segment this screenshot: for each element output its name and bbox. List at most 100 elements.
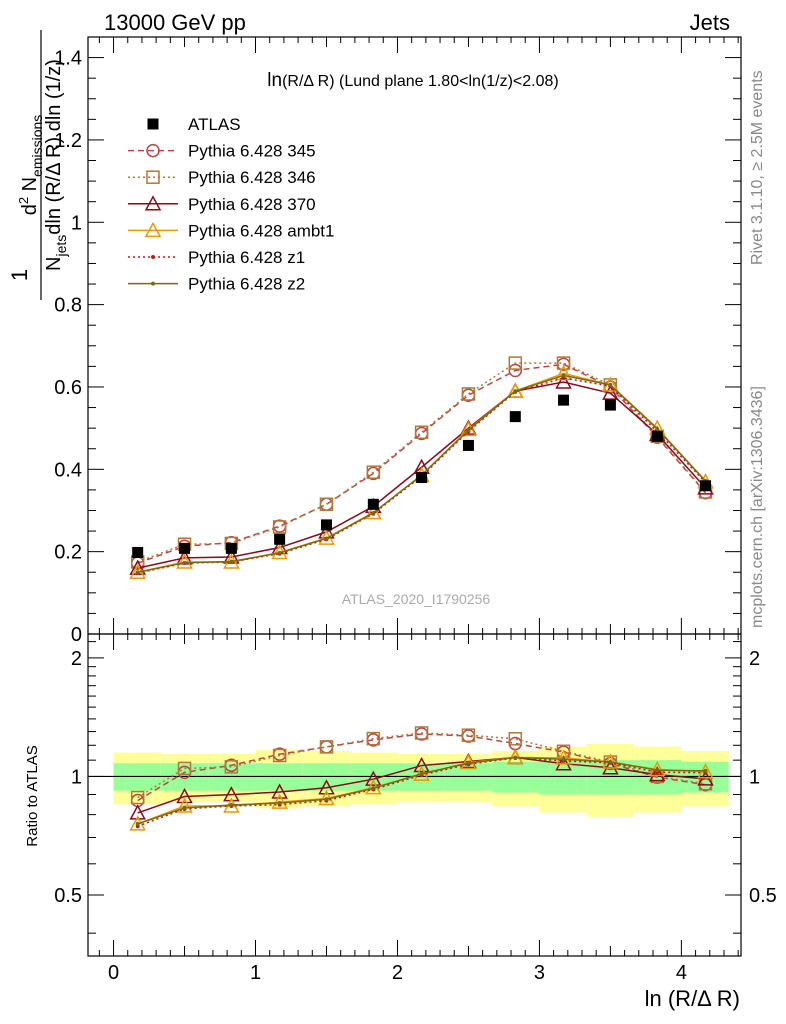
ratio-2-point [271, 783, 288, 799]
ratio-3-point [271, 793, 288, 809]
series-2-point [555, 373, 572, 389]
title-main: ln [267, 70, 282, 91]
ratio-5-point [561, 757, 566, 762]
y-tick-label: 1.2 [54, 130, 82, 152]
ratio-tick-label-right: 2 [749, 648, 760, 670]
ratio-5-point [703, 768, 708, 773]
x-tick-label: 3 [534, 962, 545, 984]
green-band-bin [539, 760, 587, 795]
main-data-points [132, 394, 712, 558]
atlas-point [179, 542, 191, 554]
atlas-point [462, 439, 474, 451]
ratio-5-point [371, 786, 376, 791]
legend-label: Pythia 6.428 z2 [188, 275, 305, 294]
y-tick-label: 1.4 [54, 48, 82, 70]
ratio-5-point [229, 803, 234, 808]
ratio-1-point [272, 748, 287, 763]
ratio-frame [87, 633, 742, 957]
atlas-point [651, 430, 663, 442]
analysis-watermark: ATLAS_2020_I1790256 [342, 591, 491, 607]
green-band-bin [492, 761, 540, 793]
series-3-point [365, 503, 382, 520]
atlas-point [558, 394, 570, 406]
ratio-5-point [466, 761, 471, 766]
x-tick-label: 4 [676, 962, 687, 984]
ratio-5-point [513, 755, 518, 760]
series-2-point [602, 384, 619, 400]
ylabel-denominator: Njetsdln (R/Δ R) dln (1/z) [43, 59, 69, 271]
y-tick-label: 1 [71, 212, 82, 234]
series-5-point [466, 428, 471, 433]
atlas-point [700, 480, 712, 492]
series-0-point [272, 519, 287, 533]
atlas-point [604, 399, 616, 411]
ratio-1-point [414, 726, 429, 740]
ratio-1-point [177, 761, 192, 776]
series-0-point [508, 363, 523, 378]
legend-label: Pythia 6.428 346 [188, 168, 316, 187]
legend-marker [146, 143, 160, 158]
plot-title: ln(R/Δ R) (Lund plane 1.80<ln(1/z)<2.08) [267, 70, 558, 91]
ratio-2-point [318, 779, 335, 795]
ylabel-den-rest: dln (R/Δ R) dln (1/z) [43, 59, 65, 235]
y-tick-label: 0.6 [54, 377, 82, 399]
legend: ATLAS Pythia 6.428 345 Pythia 6.428 346 Pyt… [128, 115, 334, 294]
ratio-3-point [460, 753, 477, 770]
ratio-1-point [508, 732, 523, 746]
ratio-tick-label-right: 0.5 [749, 885, 777, 907]
series-5-point [513, 389, 518, 394]
legend-entry-1: Pythia 6.428 346 [128, 168, 316, 187]
atlas-point [509, 411, 521, 423]
ratio-1-point [366, 731, 381, 746]
legend-atlas-marker [147, 118, 159, 130]
ratio-5-point [324, 797, 329, 802]
main-ylabel: 1 d2 Nemissions Njetsdln (R/Δ R) dln (1/… [7, 30, 69, 300]
ratio-5-point [655, 768, 660, 773]
ratio-1-point [224, 760, 239, 774]
atlas-point [320, 519, 332, 531]
ratio-5-point [135, 821, 140, 826]
ratio-2-point [129, 804, 146, 820]
legend-entry-2: Pythia 6.428 370 [128, 195, 316, 214]
legend-entry-atlas: ATLAS [147, 115, 241, 134]
ylabel-num-sup: 2 [16, 197, 31, 204]
legend-entry-5: Pythia 6.428 z2 [128, 275, 305, 294]
series-5-point [182, 560, 187, 565]
ylabel-den-sub: jets [53, 235, 69, 258]
ratio-lines [129, 726, 714, 831]
y-tick-label: 0.8 [54, 295, 82, 317]
ylabel-num-d: d [19, 204, 41, 215]
mcplots-label: mcplots.cern.ch [arXiv:1306.3436] [749, 386, 766, 628]
ratio-2-point [365, 770, 382, 786]
ratio-line-0 [137, 733, 706, 802]
legend-marker [144, 195, 162, 211]
x-tick-label: 2 [392, 962, 403, 984]
ylabel-num-n: N [19, 177, 41, 197]
legend-label: Pythia 6.428 345 [188, 142, 316, 161]
ratio-2-point [223, 786, 240, 802]
title-sub: (R/Δ R) [282, 73, 334, 90]
y-tick-label: 0.4 [54, 459, 82, 481]
series-5-point [324, 536, 329, 541]
series-5-point [608, 382, 613, 387]
series-1-point [319, 497, 334, 512]
ratio-1-point [130, 790, 145, 805]
y-tick-label: 0 [71, 624, 82, 646]
y-tick-label: 0.2 [54, 542, 82, 564]
ratio-1-point [319, 740, 334, 754]
series-1-point [272, 520, 287, 534]
ratio-5-point [277, 800, 282, 805]
ylabel-one: 1 [7, 269, 32, 281]
series-5-point [371, 510, 376, 515]
legend-entry-4: Pythia 6.428 z1 [128, 248, 305, 267]
legend-entry-3: Pythia 6.428 ambt1 [128, 221, 334, 240]
series-1-point [508, 356, 523, 370]
series-1-point [366, 465, 381, 479]
rivet-label: Rivet 3.1.10, ≥ 2.5M events [749, 70, 766, 265]
ratio-2-point [176, 787, 193, 804]
ratio-ylabel: Ratio to ATLAS [24, 745, 41, 846]
series-5-point [229, 559, 234, 564]
legend-entry-0: Pythia 6.428 345 [128, 142, 316, 161]
legend-marker [151, 255, 155, 259]
